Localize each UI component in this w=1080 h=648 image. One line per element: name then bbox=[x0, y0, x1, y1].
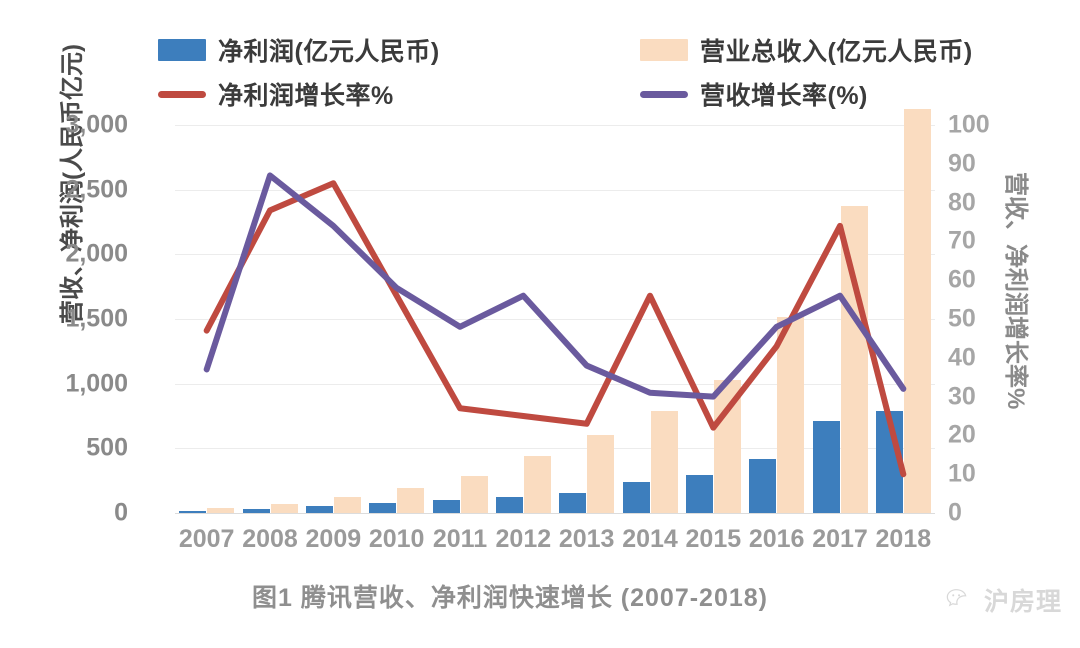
bar-net-profit bbox=[749, 459, 777, 513]
plot-area bbox=[175, 108, 935, 514]
legend-swatch-net-profit bbox=[158, 39, 206, 61]
bar-total-revenue bbox=[397, 487, 425, 513]
gridline bbox=[175, 319, 935, 320]
x-axis-tick-label: 2013 bbox=[558, 525, 615, 553]
bar-total-revenue bbox=[587, 434, 615, 513]
bar-net-profit bbox=[242, 509, 270, 513]
gridline bbox=[175, 189, 935, 191]
legend-swatch-net-profit-growth bbox=[158, 90, 206, 98]
legend-item-net-profit-growth: 净利润增长率% bbox=[158, 76, 394, 112]
x-axis-tick-label: 2016 bbox=[748, 525, 805, 553]
bar-net-profit bbox=[495, 496, 523, 513]
x-axis-ticks: 2007 2008 2009 2010 2011 2012 2013 2014 2015 2016… bbox=[175, 525, 935, 559]
bar-net-profit bbox=[369, 502, 397, 513]
x-axis-tick-label: 2017 bbox=[812, 525, 868, 553]
figure-caption-text: 图1 腾讯营收、净利润快速增长 (2007-2018) bbox=[251, 584, 768, 612]
bar-net-profit bbox=[685, 475, 713, 513]
bar-total-revenue bbox=[523, 456, 551, 513]
bar-total-revenue bbox=[777, 316, 805, 513]
y-axis-left-tick-label: 1,000 bbox=[65, 369, 128, 398]
chart-legend: 净利润(亿元人民币) 营业总收入(亿元人民币) 净利润增长率% 营收增长率(%) bbox=[0, 14, 1080, 110]
bar-net-profit bbox=[812, 420, 840, 513]
bar-net-profit bbox=[305, 506, 333, 513]
x-axis-tick-label: 2011 bbox=[432, 525, 488, 553]
bar-net-profit bbox=[559, 492, 587, 513]
bar-total-revenue bbox=[333, 496, 361, 513]
x-axis-tick-label: 2010 bbox=[368, 525, 425, 553]
y-axis-left-tick-label: 2,000 bbox=[65, 239, 128, 268]
y-axis-right-tick-label: 40 bbox=[948, 343, 976, 372]
bar-total-revenue bbox=[650, 410, 678, 513]
bar-net-profit bbox=[432, 499, 460, 513]
y-axis-right-tick-label: 60 bbox=[948, 265, 976, 294]
y-axis-right-tick-label: 50 bbox=[948, 304, 976, 333]
bar-net-profit bbox=[622, 482, 650, 513]
bar-total-revenue bbox=[270, 503, 298, 513]
y-axis-right-tick-label: 10 bbox=[948, 459, 976, 488]
watermark-text: 沪房理 bbox=[983, 588, 1062, 616]
line-net-profit-growth bbox=[203, 180, 907, 478]
gridline bbox=[175, 125, 935, 126]
y-axis-right-tick-label: 30 bbox=[948, 382, 976, 411]
gridline bbox=[175, 254, 935, 256]
line-series-group bbox=[203, 172, 907, 478]
x-axis-tick-label: 2014 bbox=[622, 525, 678, 553]
x-axis-tick-label: 2012 bbox=[495, 525, 552, 553]
x-axis-tick-label: 2007 bbox=[178, 525, 235, 553]
legend-label-revenue-growth: 营收增长率(%) bbox=[700, 82, 868, 110]
y-axis-right-tick-label: 90 bbox=[948, 149, 976, 178]
gridline bbox=[175, 448, 935, 450]
legend-label-total-revenue: 营业总收入(亿元人民币) bbox=[700, 38, 973, 66]
x-axis-tick-label: 2018 bbox=[875, 525, 932, 553]
y-axis-left-tick-label: 3,000 bbox=[65, 110, 128, 139]
y-axis-right-tick-label: 70 bbox=[948, 226, 976, 255]
x-axis-tick-label: 2008 bbox=[242, 525, 298, 553]
x-axis-tick-label: 2015 bbox=[685, 525, 742, 553]
legend-item-net-profit: 净利润(亿元人民币) bbox=[158, 32, 440, 68]
x-axis-tick-label: 2009 bbox=[305, 525, 362, 553]
legend-label-net-profit-growth: 净利润增长率% bbox=[218, 82, 394, 110]
y-axis-right-tick-label: 100 bbox=[948, 110, 990, 139]
bar-total-revenue bbox=[903, 108, 931, 513]
watermark: 沪房理 bbox=[945, 582, 1062, 618]
legend-swatch-total-revenue bbox=[640, 39, 688, 61]
legend-label-net-profit: 净利润(亿元人民币) bbox=[218, 38, 440, 66]
line-revenue-growth bbox=[203, 172, 907, 400]
bar-net-profit bbox=[179, 511, 207, 513]
figure-caption: 图1 腾讯营收、净利润快速增长 (2007-2018) bbox=[0, 578, 1080, 614]
gridline bbox=[175, 383, 935, 385]
bar-total-revenue bbox=[460, 476, 488, 513]
legend-swatch-revenue-growth bbox=[640, 90, 688, 98]
bar-total-revenue bbox=[207, 508, 235, 513]
legend-item-revenue-growth: 营收增长率(%) bbox=[640, 76, 868, 112]
y-axis-right-tick-label: 20 bbox=[948, 420, 976, 449]
gridline bbox=[175, 513, 935, 514]
y-axis-right-tick-label: 80 bbox=[948, 188, 976, 217]
wechat-logo-icon bbox=[945, 585, 975, 615]
y-axis-left-tick-label: 1,500 bbox=[65, 304, 128, 333]
y-axis-left-tick-label: 0 bbox=[114, 498, 128, 527]
legend-item-total-revenue: 营业总收入(亿元人民币) bbox=[640, 32, 973, 68]
y-axis-left-tick-label: 2,500 bbox=[65, 175, 128, 204]
y-axis-right-tick-label: 0 bbox=[948, 498, 962, 527]
y-axis-left-tick-label: 500 bbox=[86, 433, 128, 462]
